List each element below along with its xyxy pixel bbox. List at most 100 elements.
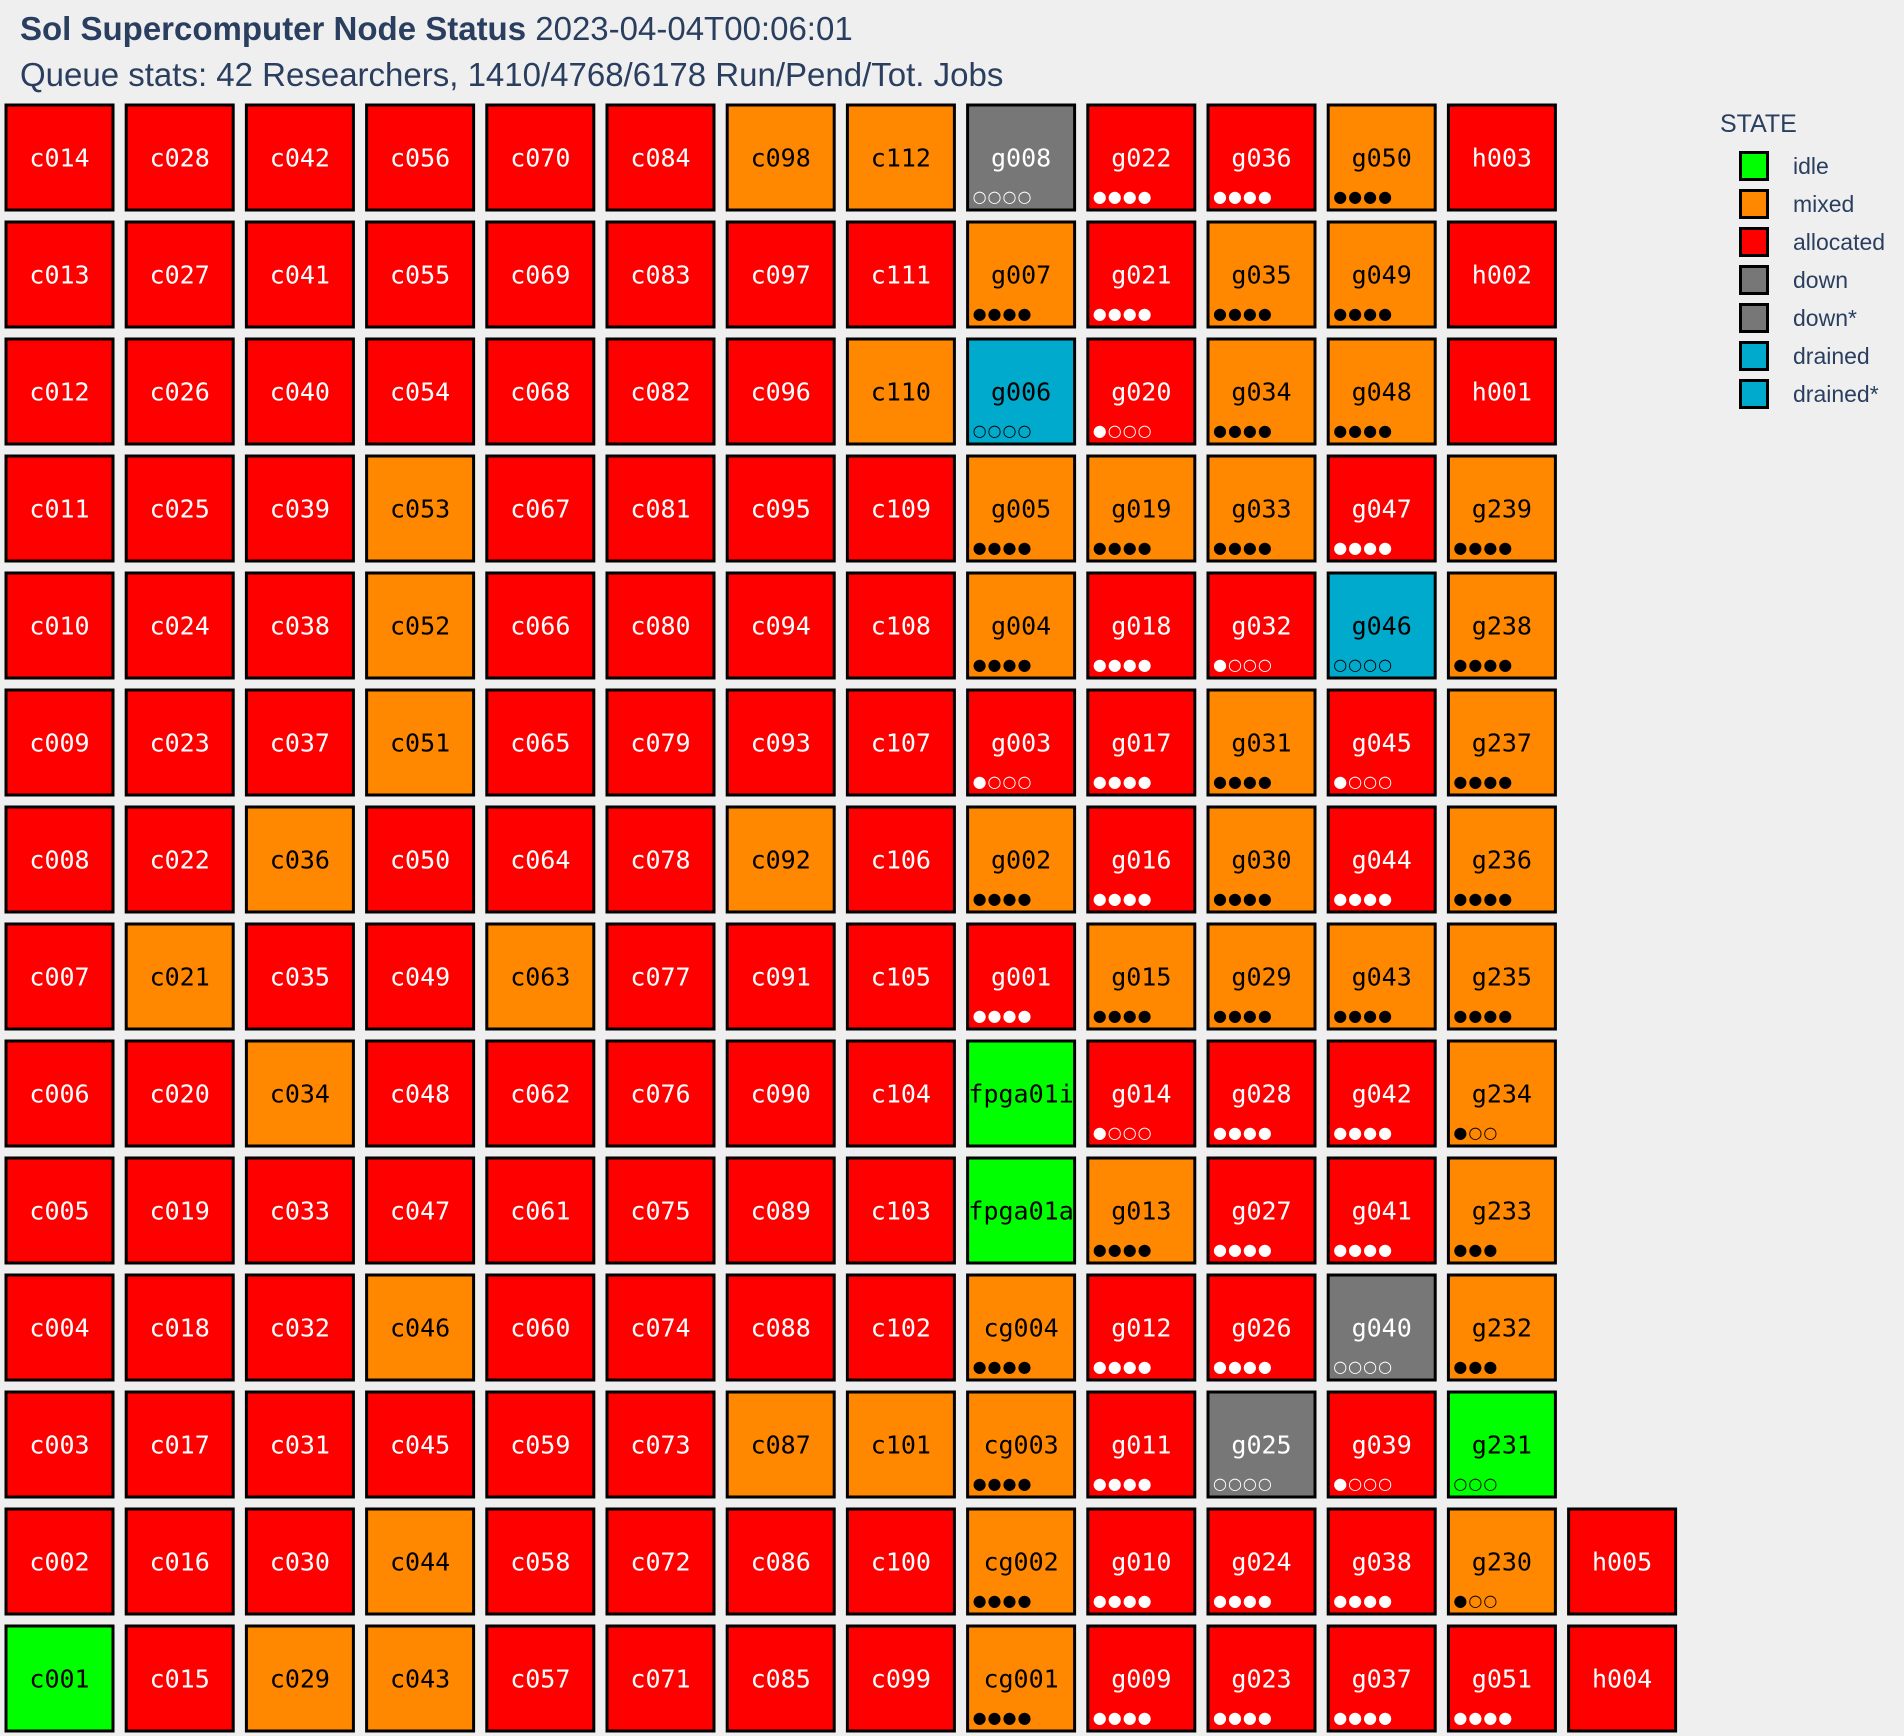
node-cell-c019[interactable]: c019 bbox=[124, 1156, 235, 1265]
legend-item[interactable]: down* bbox=[1720, 299, 1885, 337]
node-cell-c041[interactable]: c041 bbox=[244, 220, 355, 329]
node-cell-c048[interactable]: c048 bbox=[365, 1039, 476, 1148]
node-cell-g045[interactable]: g045 ●○○○ bbox=[1326, 688, 1437, 797]
node-cell-g037[interactable]: g037 ●●●● bbox=[1326, 1624, 1437, 1733]
node-cell-g004[interactable]: g004 ●●●● bbox=[966, 571, 1077, 680]
node-cell-c078[interactable]: c078 bbox=[605, 805, 716, 914]
node-cell-c029[interactable]: c029 bbox=[244, 1624, 355, 1733]
node-cell-g013[interactable]: g013 ●●●● bbox=[1086, 1156, 1197, 1265]
node-cell-g009[interactable]: g009 ●●●● bbox=[1086, 1624, 1197, 1733]
node-cell-c038[interactable]: c038 bbox=[244, 571, 355, 680]
node-cell-c031[interactable]: c031 bbox=[244, 1390, 355, 1499]
node-cell-g236[interactable]: g236 ●●●● bbox=[1446, 805, 1557, 914]
node-cell-cg002[interactable]: cg002 ●●●● bbox=[966, 1507, 1077, 1616]
node-cell-c096[interactable]: c096 bbox=[725, 337, 836, 446]
node-cell-c097[interactable]: c097 bbox=[725, 220, 836, 329]
node-cell-g033[interactable]: g033 ●●●● bbox=[1206, 454, 1317, 563]
node-cell-c043[interactable]: c043 bbox=[365, 1624, 476, 1733]
node-cell-c024[interactable]: c024 bbox=[124, 571, 235, 680]
node-cell-c007[interactable]: c007 bbox=[4, 922, 115, 1031]
node-cell-c012[interactable]: c012 bbox=[4, 337, 115, 446]
node-cell-c008[interactable]: c008 bbox=[4, 805, 115, 914]
node-cell-c006[interactable]: c006 bbox=[4, 1039, 115, 1148]
node-cell-g041[interactable]: g041 ●●●● bbox=[1326, 1156, 1437, 1265]
node-cell-c082[interactable]: c082 bbox=[605, 337, 716, 446]
node-cell-c070[interactable]: c070 bbox=[485, 103, 596, 212]
legend-item[interactable]: mixed bbox=[1720, 185, 1885, 223]
node-cell-g001[interactable]: g001 ●●●● bbox=[966, 922, 1077, 1031]
node-cell-c112[interactable]: c112 bbox=[845, 103, 956, 212]
node-cell-c004[interactable]: c004 bbox=[4, 1273, 115, 1382]
node-cell-c091[interactable]: c091 bbox=[725, 922, 836, 1031]
node-cell-c015[interactable]: c015 bbox=[124, 1624, 235, 1733]
node-cell-c102[interactable]: c102 bbox=[845, 1273, 956, 1382]
node-cell-c001[interactable]: c001 bbox=[4, 1624, 115, 1733]
node-cell-g038[interactable]: g038 ●●●● bbox=[1326, 1507, 1437, 1616]
node-cell-c054[interactable]: c054 bbox=[365, 337, 476, 446]
node-cell-fpga01a[interactable]: fpga01a bbox=[966, 1156, 1077, 1265]
node-cell-c032[interactable]: c032 bbox=[244, 1273, 355, 1382]
node-cell-g031[interactable]: g031 ●●●● bbox=[1206, 688, 1317, 797]
node-cell-c076[interactable]: c076 bbox=[605, 1039, 716, 1148]
node-cell-c009[interactable]: c009 bbox=[4, 688, 115, 797]
node-cell-g011[interactable]: g011 ●●●● bbox=[1086, 1390, 1197, 1499]
legend-item[interactable]: down bbox=[1720, 261, 1885, 299]
node-cell-fpga01i[interactable]: fpga01i bbox=[966, 1039, 1077, 1148]
node-cell-c034[interactable]: c034 bbox=[244, 1039, 355, 1148]
node-cell-c111[interactable]: c111 bbox=[845, 220, 956, 329]
node-cell-c051[interactable]: c051 bbox=[365, 688, 476, 797]
node-cell-h005[interactable]: h005 bbox=[1567, 1507, 1678, 1616]
node-cell-g044[interactable]: g044 ●●●● bbox=[1326, 805, 1437, 914]
node-cell-c095[interactable]: c095 bbox=[725, 454, 836, 563]
node-cell-c100[interactable]: c100 bbox=[845, 1507, 956, 1616]
node-cell-c055[interactable]: c055 bbox=[365, 220, 476, 329]
node-cell-g238[interactable]: g238 ●●●● bbox=[1446, 571, 1557, 680]
node-cell-h002[interactable]: h002 bbox=[1446, 220, 1557, 329]
node-cell-c088[interactable]: c088 bbox=[725, 1273, 836, 1382]
node-cell-c060[interactable]: c060 bbox=[485, 1273, 596, 1382]
node-cell-g237[interactable]: g237 ●●●● bbox=[1446, 688, 1557, 797]
node-cell-c010[interactable]: c010 bbox=[4, 571, 115, 680]
node-cell-g022[interactable]: g022 ●●●● bbox=[1086, 103, 1197, 212]
node-cell-g232[interactable]: g232 ●●● bbox=[1446, 1273, 1557, 1382]
legend-item[interactable]: drained* bbox=[1720, 375, 1885, 413]
node-cell-g034[interactable]: g034 ●●●● bbox=[1206, 337, 1317, 446]
node-cell-g020[interactable]: g020 ●○○○ bbox=[1086, 337, 1197, 446]
node-cell-c092[interactable]: c092 bbox=[725, 805, 836, 914]
node-cell-c081[interactable]: c081 bbox=[605, 454, 716, 563]
node-cell-g010[interactable]: g010 ●●●● bbox=[1086, 1507, 1197, 1616]
node-cell-g029[interactable]: g029 ●●●● bbox=[1206, 922, 1317, 1031]
node-cell-c035[interactable]: c035 bbox=[244, 922, 355, 1031]
node-cell-c062[interactable]: c062 bbox=[485, 1039, 596, 1148]
node-cell-c061[interactable]: c061 bbox=[485, 1156, 596, 1265]
node-cell-c040[interactable]: c040 bbox=[244, 337, 355, 446]
node-cell-g012[interactable]: g012 ●●●● bbox=[1086, 1273, 1197, 1382]
node-cell-c030[interactable]: c030 bbox=[244, 1507, 355, 1616]
node-cell-g035[interactable]: g035 ●●●● bbox=[1206, 220, 1317, 329]
node-cell-c039[interactable]: c039 bbox=[244, 454, 355, 563]
node-cell-c016[interactable]: c016 bbox=[124, 1507, 235, 1616]
node-cell-c049[interactable]: c049 bbox=[365, 922, 476, 1031]
node-cell-c064[interactable]: c064 bbox=[485, 805, 596, 914]
node-cell-g023[interactable]: g023 ●●●● bbox=[1206, 1624, 1317, 1733]
node-cell-c058[interactable]: c058 bbox=[485, 1507, 596, 1616]
node-cell-c108[interactable]: c108 bbox=[845, 571, 956, 680]
node-cell-c057[interactable]: c057 bbox=[485, 1624, 596, 1733]
node-cell-c018[interactable]: c018 bbox=[124, 1273, 235, 1382]
node-cell-c014[interactable]: c014 bbox=[4, 103, 115, 212]
node-cell-c084[interactable]: c084 bbox=[605, 103, 716, 212]
node-cell-c068[interactable]: c068 bbox=[485, 337, 596, 446]
node-cell-g233[interactable]: g233 ●●● bbox=[1446, 1156, 1557, 1265]
node-cell-c045[interactable]: c045 bbox=[365, 1390, 476, 1499]
node-cell-c083[interactable]: c083 bbox=[605, 220, 716, 329]
node-cell-c052[interactable]: c052 bbox=[365, 571, 476, 680]
node-cell-c077[interactable]: c077 bbox=[605, 922, 716, 1031]
node-cell-g024[interactable]: g024 ●●●● bbox=[1206, 1507, 1317, 1616]
node-cell-c110[interactable]: c110 bbox=[845, 337, 956, 446]
node-cell-g234[interactable]: g234 ●○○ bbox=[1446, 1039, 1557, 1148]
node-cell-g015[interactable]: g015 ●●●● bbox=[1086, 922, 1197, 1031]
node-cell-g036[interactable]: g036 ●●●● bbox=[1206, 103, 1317, 212]
node-cell-g231[interactable]: g231 ○○○ bbox=[1446, 1390, 1557, 1499]
node-cell-c074[interactable]: c074 bbox=[605, 1273, 716, 1382]
node-cell-c046[interactable]: c046 bbox=[365, 1273, 476, 1382]
